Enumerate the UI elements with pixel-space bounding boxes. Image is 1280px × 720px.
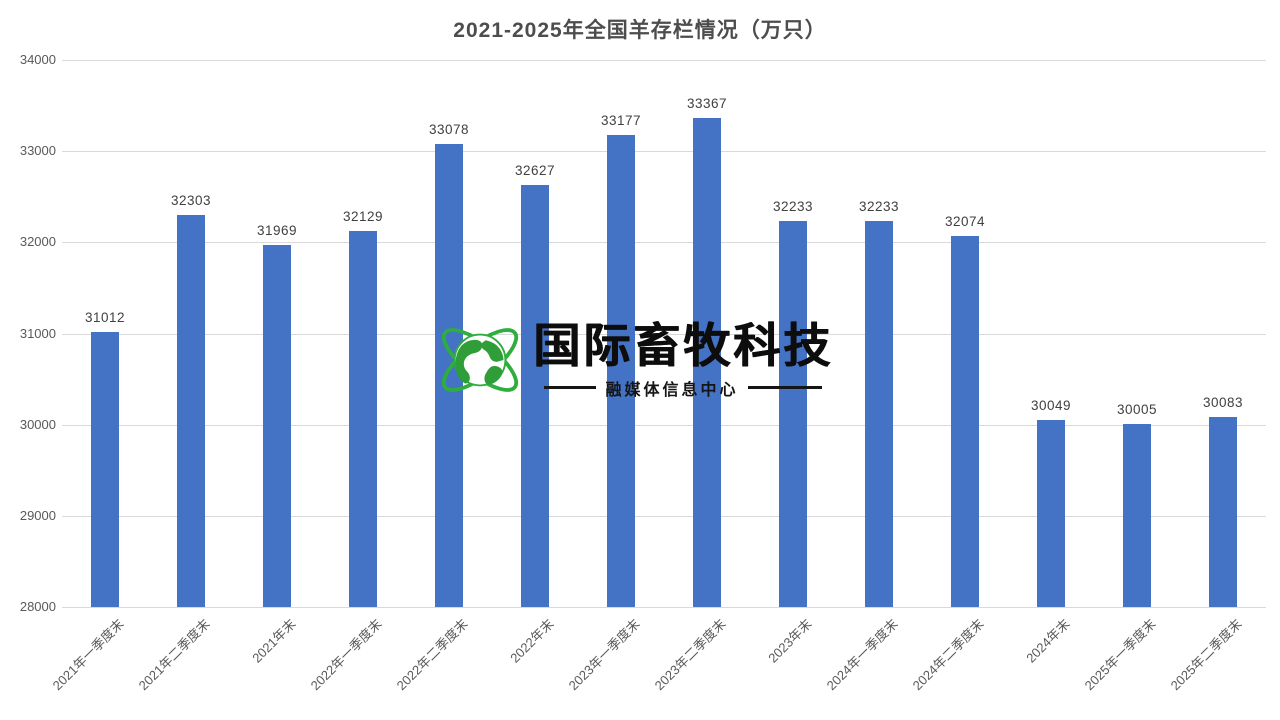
bar-slot: 31969 — [234, 60, 320, 607]
bar-2024年末 — [1037, 420, 1065, 607]
bar-2021年末 — [263, 245, 291, 607]
y-tick-label: 30000 — [19, 416, 56, 432]
x-tick-label: 2022年一季度末 — [307, 616, 385, 694]
x-tick-label: 2023年二季度末 — [651, 616, 729, 694]
globe-orbit-icon — [441, 328, 519, 392]
bar-2021年一季度末 — [91, 332, 119, 607]
bar-2021年二季度末 — [177, 214, 205, 607]
gridline-29000 — [62, 515, 1266, 517]
bar-value-label: 32074 — [944, 213, 986, 229]
x-tick-label: 2025年一季度末 — [1081, 616, 1159, 694]
bar-value-label: 30049 — [1030, 398, 1072, 414]
x-tick-label: 2024年二季度末 — [909, 616, 987, 694]
bar-slot: 32129 — [320, 60, 406, 607]
y-tick-label: 28000 — [19, 599, 56, 614]
y-tick-label: 33000 — [19, 143, 56, 159]
bar-slot: 32627 — [492, 60, 578, 607]
bar-slot: 33177 — [578, 60, 664, 607]
gridline-30000 — [62, 424, 1266, 426]
gridline-33000 — [62, 151, 1266, 153]
y-tick-label: 32000 — [19, 234, 56, 250]
gridline-32000 — [62, 242, 1266, 244]
x-tick-label: 2021年二季度末 — [135, 616, 213, 694]
bar-value-label: 30083 — [1202, 395, 1244, 411]
bar-value-label: 32129 — [342, 208, 384, 224]
bar-slot: 30049 — [1008, 60, 1094, 607]
bar-slot: 32074 — [922, 60, 1008, 607]
bar-slot: 30083 — [1180, 60, 1266, 607]
bar-2024年二季度末 — [951, 235, 979, 607]
bar-value-label: 31012 — [84, 310, 126, 326]
gridline-31000 — [62, 333, 1266, 335]
chart-title: 2021-2025年全国羊存栏情况（万只） — [453, 19, 827, 42]
watermark-text: 国际畜牧科技 融媒体信息中心 — [533, 320, 833, 400]
gridline-34000 — [62, 60, 1266, 61]
bar-slot: 32233 — [836, 60, 922, 607]
watermark-subtitle: 融媒体信息中心 — [605, 381, 739, 399]
bar-slot: 30005 — [1094, 60, 1180, 607]
bar-value-label: 32627 — [514, 163, 556, 179]
bar-value-label: 31969 — [256, 223, 298, 239]
bar-2023年一季度末 — [607, 135, 635, 607]
x-tick-label: 2022年末 — [507, 616, 557, 666]
gridline-28000 — [62, 607, 1266, 608]
y-tick-label: 34000 — [19, 52, 56, 67]
bar-value-label: 32303 — [170, 192, 212, 208]
bar-2022年末 — [521, 185, 549, 607]
y-tick-label: 29000 — [19, 507, 56, 523]
x-tick-label: 2025年二季度末 — [1167, 616, 1245, 694]
x-tick-label: 2023年一季度末 — [565, 616, 643, 694]
watermark-rule-left — [544, 386, 597, 390]
bar-value-label: 32233 — [772, 199, 814, 215]
watermark: 国际畜牧科技 融媒体信息中心 — [433, 310, 833, 410]
bar-value-label: 33177 — [600, 113, 642, 128]
bar-slot: 32303 — [148, 60, 234, 607]
y-tick-label: 31000 — [19, 325, 56, 341]
bar-value-label: 30005 — [1116, 402, 1158, 418]
x-tick-label: 2021年末 — [249, 616, 299, 666]
x-tick-label: 2023年末 — [765, 616, 815, 666]
watermark-rule-right — [747, 386, 822, 390]
watermark-subtitle-row: 融媒体信息中心 — [533, 376, 833, 400]
bar-value-label: 33367 — [686, 95, 728, 111]
bar-slot: 33367 — [664, 60, 750, 607]
x-tick-label: 2024年末 — [1023, 616, 1073, 666]
bar-slot: 32233 — [750, 60, 836, 607]
bar-slot: 31012 — [62, 60, 148, 607]
x-tick-label: 2022年二季度末 — [393, 616, 471, 694]
plot-area: 31012 32303 31969 32129 33078 32627 33177 33367… — [62, 60, 1266, 608]
bar-2024年一季度末 — [865, 221, 893, 607]
x-tick-label: 2024年一季度末 — [823, 616, 901, 694]
bar-2025年一季度末 — [1123, 424, 1151, 607]
bar-2025年二季度末 — [1209, 417, 1237, 607]
bar-value-label: 33078 — [428, 122, 470, 138]
bar-2023年二季度末 — [693, 117, 721, 607]
watermark-brand: 国际畜牧科技 — [533, 319, 833, 373]
x-tick-label: 2021年一季度末 — [49, 616, 127, 694]
bar-2023年末 — [779, 221, 807, 607]
bar-2022年一季度末 — [349, 230, 377, 607]
bar-value-label: 32233 — [858, 199, 900, 215]
